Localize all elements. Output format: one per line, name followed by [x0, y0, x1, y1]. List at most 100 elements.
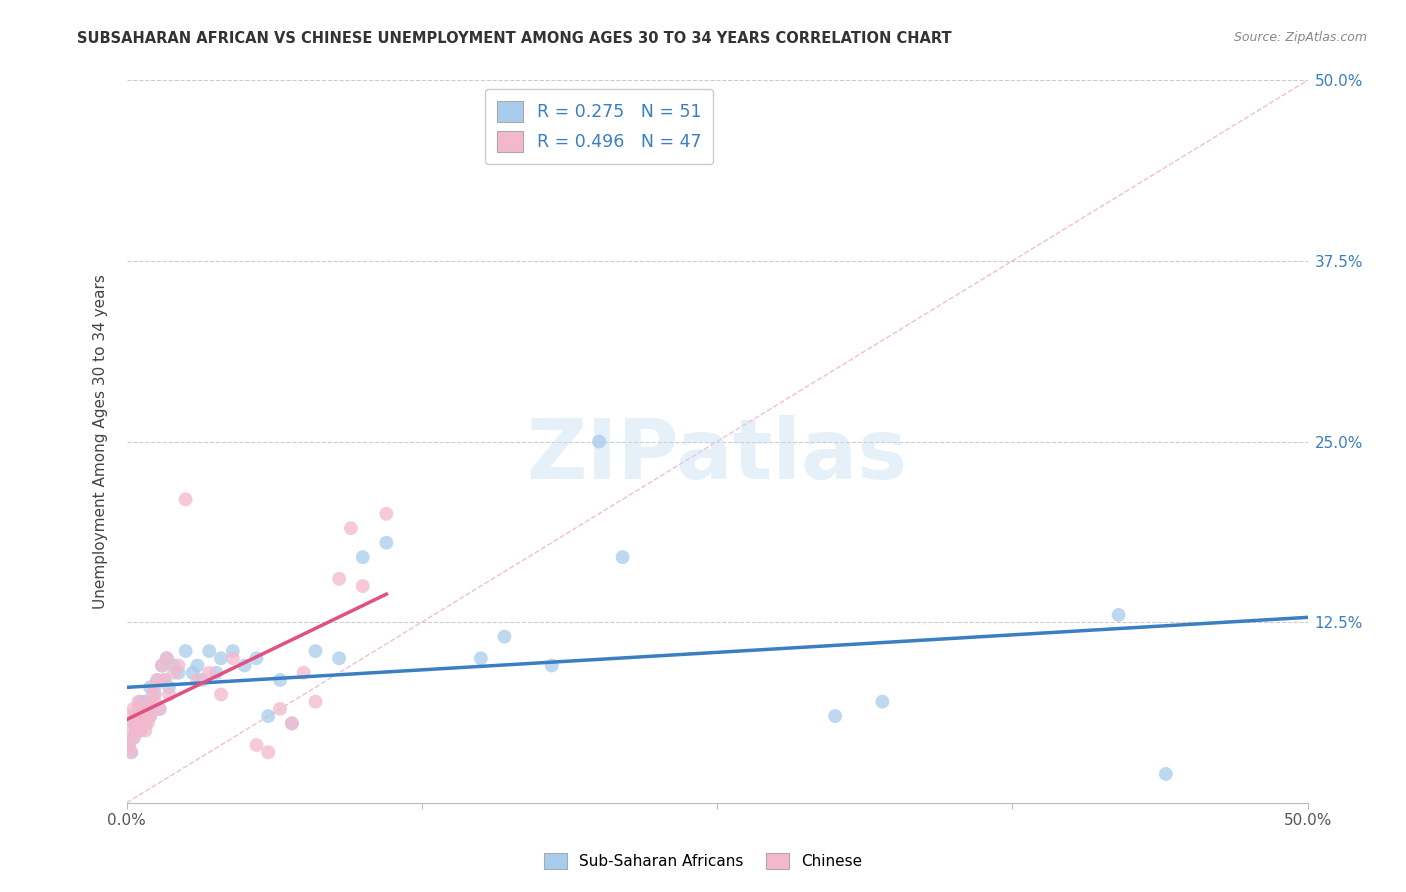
Point [122, 731, 145, 745]
Point [269, 702, 291, 716]
Point [157, 680, 180, 694]
Text: SUBSAHARAN AFRICAN VS CHINESE UNEMPLOYMENT AMONG AGES 30 TO 34 YEARS CORRELATION: SUBSAHARAN AFRICAN VS CHINESE UNEMPLOYME… [77, 31, 952, 46]
Point [328, 651, 350, 665]
Point [120, 745, 142, 759]
Point [304, 644, 326, 658]
Point [149, 702, 172, 716]
Point [167, 665, 190, 680]
Point [222, 651, 245, 665]
Point [824, 709, 846, 723]
Point [153, 673, 176, 687]
Y-axis label: Unemployment Among Ages 30 to 34 years: Unemployment Among Ages 30 to 34 years [93, 274, 108, 609]
Text: Source: ZipAtlas.com: Source: ZipAtlas.com [1233, 31, 1367, 45]
Point [340, 521, 363, 535]
Point [209, 687, 232, 701]
Point [167, 658, 190, 673]
Point [118, 738, 141, 752]
Point [150, 658, 173, 673]
Point [156, 651, 179, 665]
Point [470, 651, 492, 665]
Point [120, 709, 142, 723]
Point [134, 702, 156, 716]
Point [174, 492, 197, 507]
Point [540, 658, 562, 673]
Point [125, 723, 148, 738]
Point [127, 709, 149, 723]
Point [136, 709, 159, 723]
Point [233, 658, 256, 673]
Point [146, 673, 169, 687]
Point [186, 658, 208, 673]
Point [612, 550, 634, 565]
Point [132, 709, 155, 723]
Point [352, 579, 374, 593]
Point [375, 535, 398, 549]
Point [134, 716, 156, 731]
Point [127, 716, 149, 731]
Point [163, 658, 186, 673]
Point [292, 665, 315, 680]
Point [125, 709, 148, 723]
Point [352, 550, 374, 565]
Point [136, 716, 159, 731]
Point [191, 673, 214, 687]
Point [127, 702, 149, 716]
Point [209, 651, 232, 665]
Point [588, 434, 610, 449]
Point [127, 695, 149, 709]
Point [132, 709, 155, 723]
Legend: Sub-Saharan Africans, Chinese: Sub-Saharan Africans, Chinese [537, 847, 869, 875]
Point [150, 658, 173, 673]
Point [129, 695, 152, 709]
Point [143, 680, 166, 694]
Point [281, 716, 304, 731]
Point [120, 745, 142, 759]
Point [122, 716, 145, 731]
Point [118, 723, 141, 738]
Point [129, 723, 152, 738]
Text: ZIPatlas: ZIPatlas [527, 416, 907, 497]
Point [281, 716, 304, 731]
Point [257, 745, 280, 759]
Point [153, 673, 176, 687]
Point [125, 723, 148, 738]
Point [205, 665, 228, 680]
Point [132, 716, 155, 731]
Point [304, 695, 326, 709]
Point [174, 644, 197, 658]
Legend: R = 0.275   N = 51, R = 0.496   N = 47: R = 0.275 N = 51, R = 0.496 N = 47 [485, 89, 713, 164]
Point [129, 723, 152, 738]
Point [245, 651, 267, 665]
Point [269, 673, 291, 687]
Point [141, 687, 163, 701]
Point [163, 665, 186, 680]
Point [1154, 767, 1177, 781]
Point [198, 665, 221, 680]
Point [134, 695, 156, 709]
Point [245, 738, 267, 752]
Point [127, 716, 149, 731]
Point [156, 651, 179, 665]
Point [328, 572, 350, 586]
Point [872, 695, 894, 709]
Point [118, 738, 141, 752]
Point [139, 709, 162, 723]
Point [139, 680, 162, 694]
Point [136, 702, 159, 716]
Point [1108, 607, 1130, 622]
Point [122, 731, 145, 745]
Point [186, 673, 208, 687]
Point [143, 687, 166, 701]
Point [125, 716, 148, 731]
Point [198, 644, 221, 658]
Point [129, 702, 152, 716]
Point [494, 630, 516, 644]
Point [257, 709, 280, 723]
Point [181, 665, 204, 680]
Point [139, 695, 162, 709]
Point [157, 687, 180, 701]
Point [146, 673, 169, 687]
Point [149, 702, 172, 716]
Point [375, 507, 398, 521]
Point [222, 644, 245, 658]
